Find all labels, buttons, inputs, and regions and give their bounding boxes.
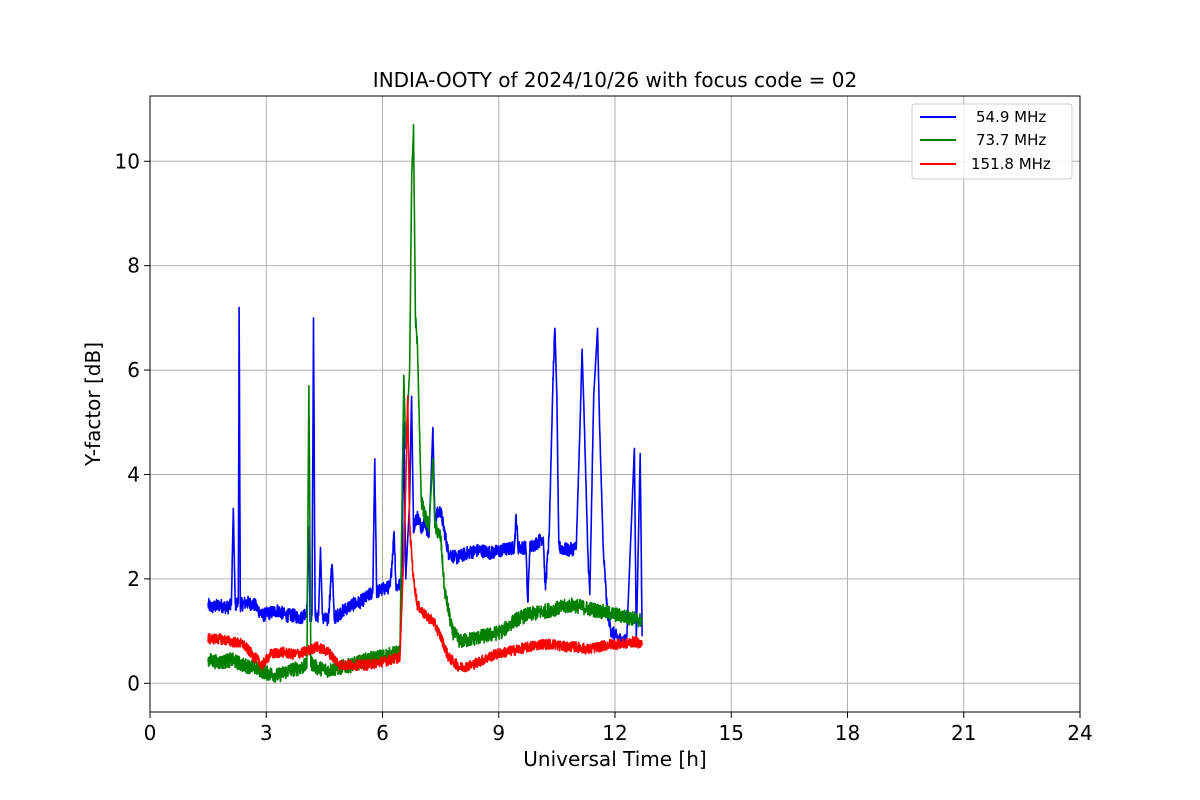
x-tick-label: 0 bbox=[144, 721, 157, 745]
series-line-151-8-mhz bbox=[207, 395, 643, 673]
legend-label-73-7-mhz: 73.7 MHz bbox=[976, 131, 1046, 149]
x-axis-label: Universal Time [h] bbox=[523, 747, 706, 771]
x-tick-label: 21 bbox=[951, 721, 976, 745]
series-line-73-7-mhz bbox=[207, 123, 643, 683]
series-layer bbox=[207, 123, 643, 683]
y-tick-label: 4 bbox=[127, 462, 140, 486]
y-tick-label: 6 bbox=[127, 358, 140, 382]
y-tick-label: 8 bbox=[127, 254, 140, 278]
chart-title: INDIA-OOTY of 2024/10/26 with focus code… bbox=[373, 68, 857, 92]
legend-label-54-9-mhz: 54.9 MHz bbox=[976, 108, 1046, 126]
x-tick-label: 24 bbox=[1067, 721, 1092, 745]
y-tick-label: 0 bbox=[127, 671, 140, 695]
y-tick-label: 10 bbox=[115, 149, 140, 173]
x-tick-label: 18 bbox=[835, 721, 860, 745]
x-tick-label: 6 bbox=[376, 721, 389, 745]
x-tick-label: 3 bbox=[260, 721, 273, 745]
legend-box bbox=[911, 103, 1073, 180]
y-axis-label: Y-factor [dB] bbox=[81, 342, 105, 467]
y-tick-label: 2 bbox=[127, 567, 140, 591]
legend: 54.9 MHz 73.7 MHz 151.8 MHz bbox=[911, 103, 1073, 180]
legend-label-151-8-mhz: 151.8 MHz bbox=[971, 155, 1051, 173]
x-tick-label: 12 bbox=[602, 721, 627, 745]
x-tick-label: 9 bbox=[492, 721, 505, 745]
x-tick-label: 15 bbox=[719, 721, 744, 745]
